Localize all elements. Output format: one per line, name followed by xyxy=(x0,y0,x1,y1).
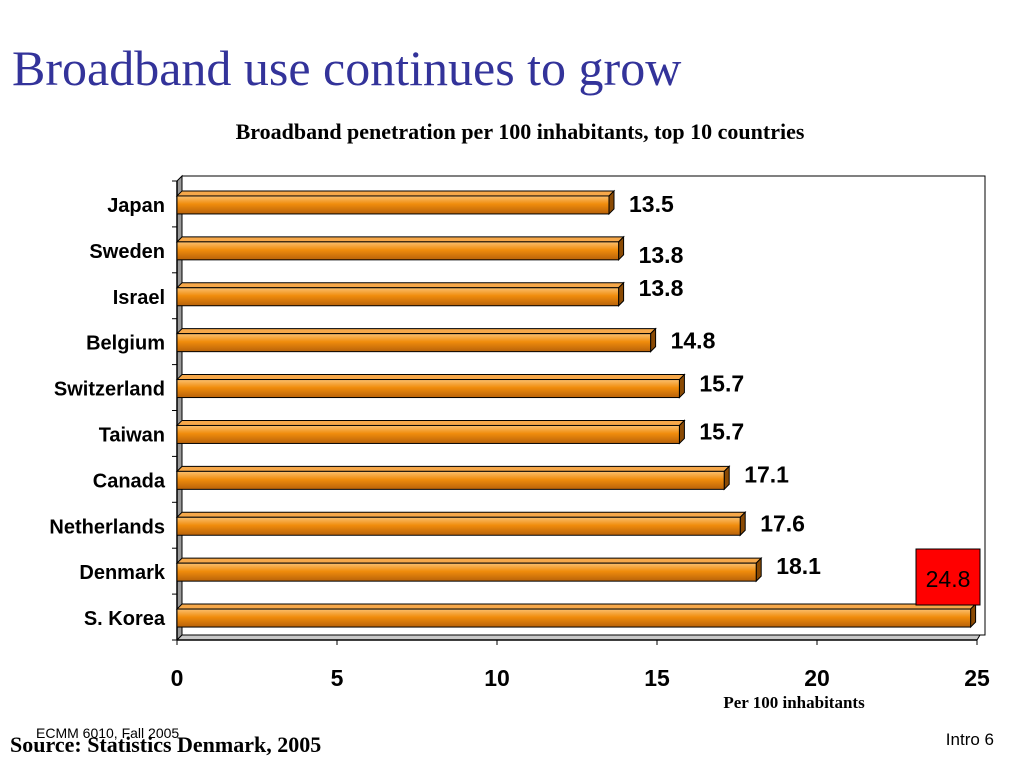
bar xyxy=(176,608,972,628)
bar xyxy=(176,562,757,582)
slide-title: Broadband use continues to grow xyxy=(12,40,682,96)
category-label: Taiwan xyxy=(99,424,165,446)
bar xyxy=(176,379,680,399)
bar xyxy=(176,287,620,307)
data-label: 13.5 xyxy=(629,191,674,217)
category-label: Japan xyxy=(107,195,165,217)
x-tick-label: 0 xyxy=(171,665,184,691)
bar-top xyxy=(175,282,625,289)
bar xyxy=(176,241,620,261)
bar-top xyxy=(175,465,731,472)
data-label: 15.7 xyxy=(699,418,744,444)
data-label: 13.8 xyxy=(639,275,684,301)
x-tick-label: 10 xyxy=(484,665,510,691)
data-label: 15.7 xyxy=(699,371,744,397)
data-label: 24.8 xyxy=(926,566,971,592)
bar xyxy=(176,333,652,353)
bar-top xyxy=(175,328,657,335)
bar xyxy=(176,470,725,490)
bar-top xyxy=(175,419,686,426)
category-label: Israel xyxy=(113,287,165,309)
category-label: S. Korea xyxy=(84,608,166,630)
x-tick-label: 15 xyxy=(644,665,670,691)
category-label: Canada xyxy=(93,470,166,492)
data-label: 13.8 xyxy=(639,242,684,268)
category-label: Denmark xyxy=(79,562,165,584)
bar-top xyxy=(175,190,616,197)
x-tick-label: 25 xyxy=(964,665,990,691)
highlight-label-box xyxy=(915,548,981,606)
page-number: Intro 6 xyxy=(945,730,994,749)
bar xyxy=(176,424,680,444)
bar-top xyxy=(175,374,686,381)
data-label: 17.6 xyxy=(760,510,805,536)
data-label: 14.8 xyxy=(671,328,716,354)
source-note: Source: Statistics Denmark, 2005 xyxy=(10,732,322,757)
x-tick-label: 20 xyxy=(804,665,830,691)
bar-top xyxy=(175,603,977,610)
data-label: 18.1 xyxy=(776,553,821,579)
chart-title: Broadband penetration per 100 inhabitant… xyxy=(235,119,805,144)
bar xyxy=(176,195,610,215)
bar-top xyxy=(175,557,763,564)
data-label: 17.1 xyxy=(744,461,789,487)
footer-course: ECMM 6010, Fall 2005 xyxy=(36,725,180,741)
category-label: Belgium xyxy=(86,333,165,355)
category-label: Switzerland xyxy=(54,379,165,401)
bar-top xyxy=(175,511,747,518)
x-tick-label: 5 xyxy=(331,665,344,691)
x-axis-label: Per 100 inhabitants xyxy=(723,693,865,712)
category-label: Sweden xyxy=(89,241,165,263)
category-label: Netherlands xyxy=(49,516,165,538)
bar-top xyxy=(175,236,625,243)
bar xyxy=(176,516,741,536)
